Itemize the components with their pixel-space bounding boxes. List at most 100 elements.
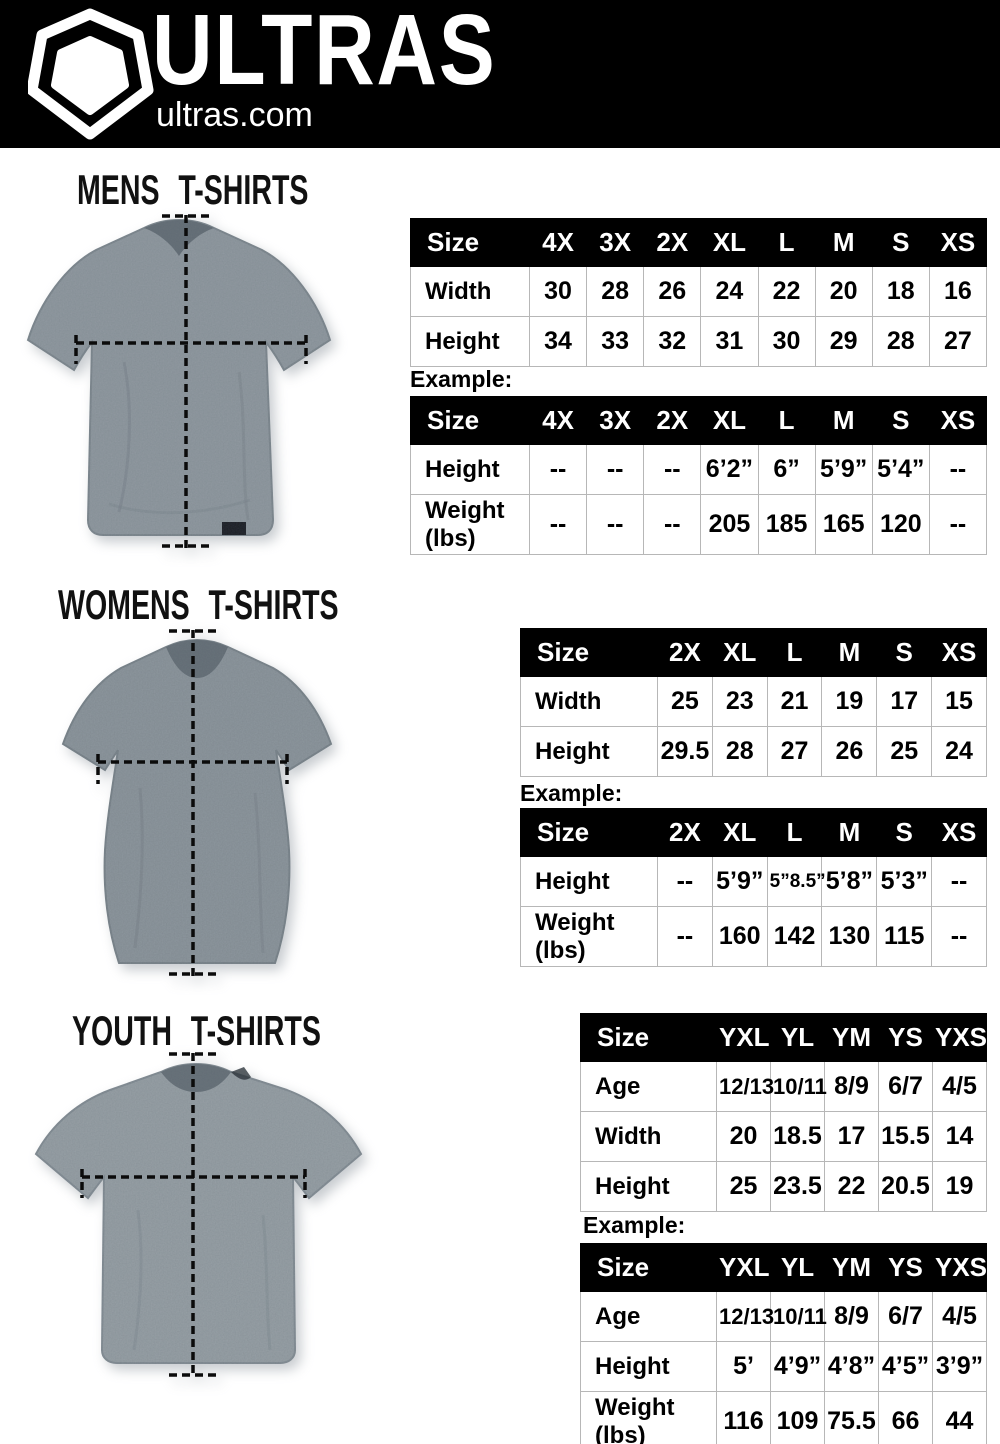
cell-value: 18: [871, 266, 930, 317]
cell-value: 4/5: [932, 1061, 987, 1112]
table-row: Height 34 33 32 31 30 29 28 27: [410, 316, 988, 367]
col-header: YXS: [932, 1243, 987, 1292]
cell-value: 12/13: [716, 1061, 774, 1112]
row-label: Height: [520, 726, 658, 777]
col-header: 3X: [586, 218, 645, 267]
table-row: Height 29.5 28 27 26 25 24: [520, 726, 987, 777]
col-header: XL: [711, 808, 768, 857]
cell-value: 5’: [716, 1341, 771, 1392]
collar: [161, 1064, 231, 1092]
col-header: M: [821, 808, 878, 857]
col-header: XL: [700, 218, 759, 267]
table-row: Height 5’ 4’9” 4’8” 4’5” 3’9”: [580, 1341, 987, 1392]
cell-value: 5’9”: [814, 444, 873, 495]
col-header: 3X: [586, 396, 645, 445]
cell-value: --: [586, 493, 645, 556]
col-header: M: [814, 218, 873, 267]
col-header: YL: [770, 1243, 825, 1292]
cell-value: 33: [586, 316, 645, 367]
col-header-size: Size: [520, 808, 658, 857]
cell-value: 4’5”: [878, 1341, 933, 1392]
womens-shirt-body: [61, 638, 333, 964]
mens-shirt-body: [26, 218, 332, 536]
cell-value: 24: [931, 726, 987, 777]
cell-value: 31: [700, 316, 759, 367]
cell-value: 21: [766, 676, 823, 727]
col-header: 2X: [643, 218, 702, 267]
col-header: XS: [928, 396, 988, 445]
cell-value: 16: [928, 266, 988, 317]
cell-value: 27: [928, 316, 988, 367]
row-label: Height: [410, 444, 530, 495]
cell-value: 4’8”: [824, 1341, 879, 1392]
mens-example-table: Size 4X 3X 2X XL L M S XS Height -- -- -- 6’2” 6” 5’9” 5…: [410, 396, 988, 556]
youth-shirt-image: [34, 1052, 363, 1377]
col-header: YS: [878, 1243, 933, 1292]
hem-tag: [222, 522, 246, 535]
table-row: Age 12/13 10/11 8/9 6/7 4/5: [580, 1061, 987, 1112]
cell-value: 17: [824, 1111, 879, 1162]
col-header: XS: [928, 218, 988, 267]
cell-value: 18.5: [770, 1111, 825, 1162]
table-header-row: Size YXL YL YM YS YXS: [580, 1243, 987, 1292]
cell-value: 22: [824, 1161, 879, 1212]
cell-value: 23.5: [770, 1161, 825, 1212]
table-row: Weight (lbs) 116 109 75.5 66 44: [580, 1390, 987, 1444]
cell-value: 19: [821, 676, 878, 727]
col-header: XL: [711, 628, 768, 677]
cell-value: 6/7: [878, 1291, 933, 1342]
collar: [144, 220, 214, 256]
cell-value: 165: [814, 493, 873, 556]
cell-value: 205: [700, 493, 759, 556]
cell-value: 28: [586, 266, 645, 317]
col-header: L: [757, 396, 816, 445]
row-label: Height: [410, 316, 530, 367]
table-header-row: Size 2X XL L M S XS: [520, 808, 987, 857]
col-header-size: Size: [520, 628, 658, 677]
table-row: Weight (lbs) -- 160 142 130 115 --: [520, 905, 987, 968]
cell-value: --: [931, 905, 987, 968]
cell-value: 28: [711, 726, 768, 777]
cell-value: 34: [528, 316, 588, 367]
cell-value: 5’9”: [711, 856, 768, 907]
cell-value: 15: [931, 676, 987, 727]
pentagon-core: [51, 36, 129, 115]
col-header-size: Size: [410, 396, 530, 445]
section-title-womens: WOMENS T-SHIRTS: [58, 581, 339, 628]
pentagon-shield-icon: [28, 8, 154, 140]
table-row: Age 12/13 10/11 8/9 6/7 4/5: [580, 1291, 987, 1342]
cell-value: 20: [814, 266, 873, 317]
cell-value: 109: [770, 1390, 825, 1444]
cell-value: 8/9: [824, 1061, 879, 1112]
col-header: YM: [824, 1013, 879, 1062]
cell-value: 4/5: [932, 1291, 987, 1342]
table-row: Width 30 28 26 24 22 20 18 16: [410, 266, 988, 317]
cell-value: 6’2”: [700, 444, 759, 495]
col-header: YXS: [932, 1013, 987, 1062]
cell-value: 15.5: [878, 1111, 933, 1162]
cell-value: 12/13: [716, 1291, 774, 1342]
youth-shirt-body: [34, 1062, 363, 1364]
site-domain-link[interactable]: ultras.com: [156, 96, 313, 134]
cell-value: 17: [876, 676, 933, 727]
col-header: L: [766, 808, 823, 857]
cell-value: 26: [643, 266, 702, 317]
cell-value: 24: [700, 266, 759, 317]
cell-value: --: [928, 493, 988, 556]
col-header: 2X: [657, 808, 713, 857]
cell-value: 10/11: [770, 1291, 827, 1342]
cell-value: 22: [757, 266, 816, 317]
cell-value: 116: [716, 1390, 771, 1444]
youth-example-label: Example:: [583, 1212, 686, 1238]
col-header: YS: [878, 1013, 933, 1062]
cell-value: --: [931, 856, 987, 907]
cell-value: --: [586, 444, 645, 495]
col-header: S: [871, 218, 930, 267]
cell-value: 23: [711, 676, 768, 727]
col-header: L: [766, 628, 823, 677]
cell-value: 120: [871, 493, 930, 556]
table-header-row: Size 4X 3X 2X XL L M S XS: [410, 218, 988, 267]
cell-value: 160: [711, 905, 768, 968]
cell-value: 5’4”: [871, 444, 930, 495]
womens-size-table: Size 2X XL L M S XS Width 25 23 21 19 17 15 Height 29.5…: [520, 628, 987, 777]
